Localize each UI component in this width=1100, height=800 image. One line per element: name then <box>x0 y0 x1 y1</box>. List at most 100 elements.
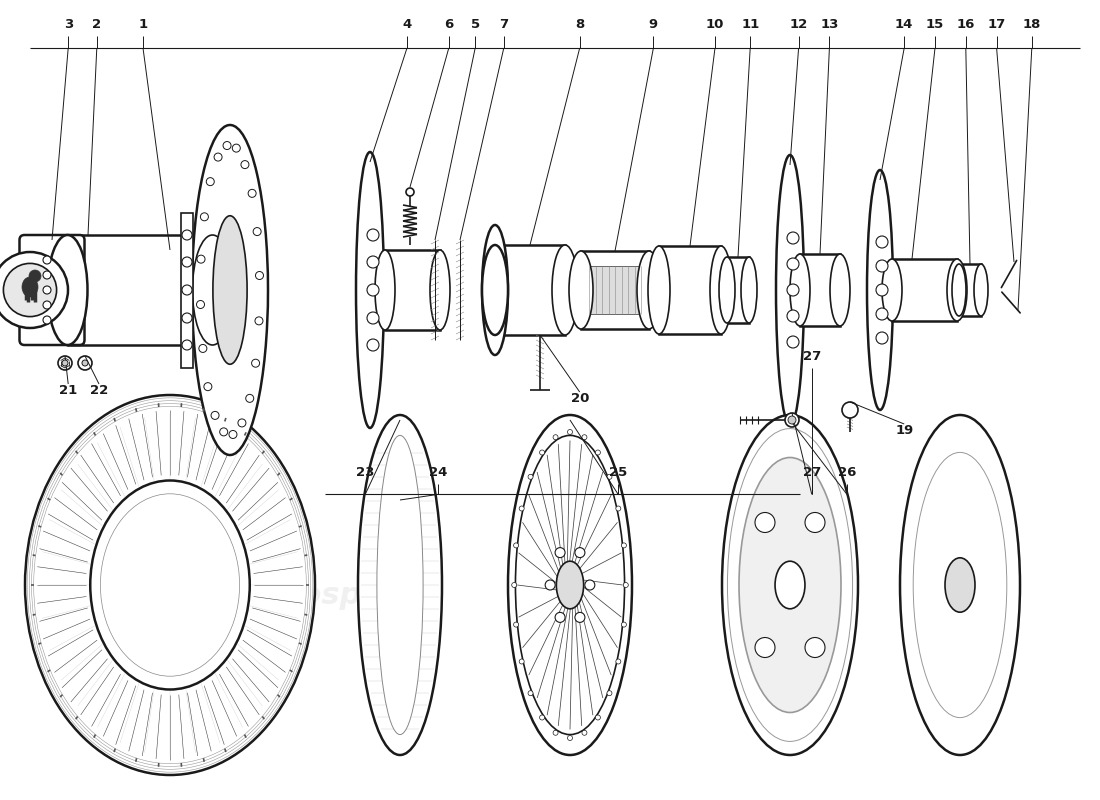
Circle shape <box>220 428 228 436</box>
Ellipse shape <box>727 429 852 742</box>
Ellipse shape <box>882 259 902 321</box>
Ellipse shape <box>192 235 232 345</box>
Text: 25: 25 <box>609 466 627 479</box>
Circle shape <box>568 735 572 741</box>
Ellipse shape <box>719 257 735 323</box>
Text: 15: 15 <box>926 18 944 31</box>
Circle shape <box>197 255 205 263</box>
Circle shape <box>512 582 517 587</box>
Circle shape <box>876 236 888 248</box>
Circle shape <box>207 178 215 186</box>
Circle shape <box>607 474 612 479</box>
Circle shape <box>82 360 88 366</box>
Ellipse shape <box>648 246 670 334</box>
Circle shape <box>182 340 192 350</box>
Circle shape <box>255 317 263 325</box>
Circle shape <box>785 413 799 427</box>
Circle shape <box>238 419 246 427</box>
Bar <box>727 257 749 323</box>
Bar <box>892 259 957 321</box>
Circle shape <box>0 252 68 328</box>
FancyBboxPatch shape <box>20 235 85 345</box>
Bar <box>581 251 649 329</box>
Ellipse shape <box>482 245 508 335</box>
Circle shape <box>182 313 192 323</box>
Ellipse shape <box>739 458 842 713</box>
Circle shape <box>367 284 380 296</box>
Circle shape <box>621 622 626 627</box>
Ellipse shape <box>790 254 810 326</box>
Circle shape <box>585 580 595 590</box>
Text: eurospares: eurospares <box>243 581 437 610</box>
Ellipse shape <box>377 435 424 734</box>
Circle shape <box>519 506 525 511</box>
Circle shape <box>211 411 219 419</box>
Ellipse shape <box>552 245 578 335</box>
Ellipse shape <box>516 435 625 734</box>
Circle shape <box>514 543 518 548</box>
Circle shape <box>876 308 888 320</box>
Circle shape <box>204 382 212 390</box>
Text: 22: 22 <box>90 384 108 397</box>
Ellipse shape <box>830 254 850 326</box>
Text: 1: 1 <box>139 18 147 31</box>
Text: 2: 2 <box>92 18 101 31</box>
Circle shape <box>786 336 799 348</box>
Text: 24: 24 <box>429 466 447 479</box>
Ellipse shape <box>637 251 661 329</box>
Circle shape <box>876 260 888 272</box>
Bar <box>495 245 565 335</box>
Circle shape <box>199 345 207 353</box>
Text: 21: 21 <box>59 384 77 397</box>
Ellipse shape <box>741 257 757 323</box>
Circle shape <box>367 339 380 351</box>
Bar <box>800 254 840 326</box>
Circle shape <box>253 227 261 235</box>
Text: 16: 16 <box>957 18 975 31</box>
Circle shape <box>556 548 565 558</box>
Circle shape <box>229 430 236 438</box>
Text: 23: 23 <box>356 466 374 479</box>
Circle shape <box>223 142 231 150</box>
Ellipse shape <box>557 562 584 609</box>
Ellipse shape <box>90 481 250 690</box>
Text: 4: 4 <box>403 18 411 31</box>
Circle shape <box>241 161 249 169</box>
Ellipse shape <box>213 216 248 364</box>
Ellipse shape <box>776 562 805 609</box>
Circle shape <box>43 316 51 324</box>
Circle shape <box>786 258 799 270</box>
Circle shape <box>367 312 380 324</box>
Text: 10: 10 <box>706 18 724 31</box>
Circle shape <box>540 450 544 455</box>
Text: 27: 27 <box>803 350 821 363</box>
Text: 14: 14 <box>895 18 913 31</box>
Text: 13: 13 <box>821 18 838 31</box>
Circle shape <box>624 582 628 587</box>
Circle shape <box>876 332 888 344</box>
Text: 8: 8 <box>575 18 584 31</box>
Circle shape <box>788 416 796 424</box>
Circle shape <box>786 232 799 244</box>
Ellipse shape <box>710 246 732 334</box>
Circle shape <box>43 256 51 264</box>
Text: 19: 19 <box>895 424 913 437</box>
Circle shape <box>621 543 626 548</box>
Ellipse shape <box>952 264 966 316</box>
Circle shape <box>29 270 41 282</box>
Bar <box>659 246 720 334</box>
Ellipse shape <box>192 125 268 455</box>
Ellipse shape <box>358 415 442 755</box>
Text: 7: 7 <box>499 18 508 31</box>
Ellipse shape <box>913 452 1007 718</box>
Text: 9: 9 <box>649 18 658 31</box>
Circle shape <box>182 257 192 267</box>
Circle shape <box>406 188 414 196</box>
Ellipse shape <box>430 250 450 330</box>
Ellipse shape <box>22 277 38 297</box>
Circle shape <box>575 612 585 622</box>
Circle shape <box>582 730 587 735</box>
Ellipse shape <box>974 264 988 316</box>
Circle shape <box>553 730 558 735</box>
Circle shape <box>367 229 380 241</box>
